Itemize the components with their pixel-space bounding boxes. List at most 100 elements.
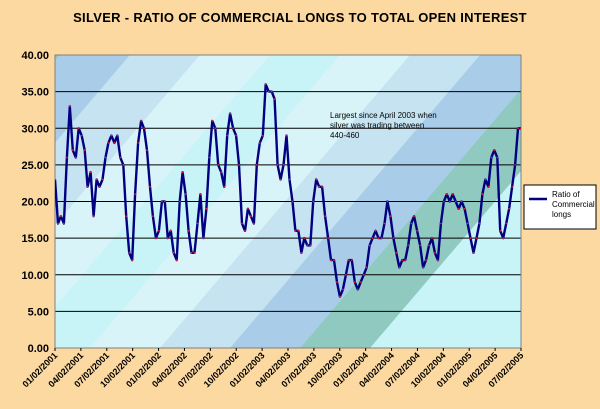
- data-point: [481, 193, 484, 196]
- data-point: [347, 259, 350, 261]
- data-point: [413, 215, 415, 218]
- data-point: [377, 237, 380, 240]
- data-point: [247, 207, 249, 210]
- data-point: [238, 164, 240, 166]
- data-point: [368, 244, 371, 247]
- data-point: [264, 83, 267, 86]
- data-point: [214, 127, 217, 130]
- data-point: [472, 251, 475, 254]
- data-point: [169, 229, 172, 232]
- data-point: [232, 127, 235, 130]
- data-point: [499, 229, 502, 232]
- chart-annotation: Largest since April 2003 when silver was …: [330, 111, 437, 140]
- data-point: [327, 237, 329, 240]
- data-point: [101, 178, 104, 181]
- data-point: [520, 127, 521, 130]
- data-point: [57, 222, 59, 225]
- data-point: [395, 251, 398, 254]
- data-point: [95, 178, 98, 181]
- data-point: [386, 200, 389, 203]
- data-point: [282, 164, 285, 166]
- data-point: [163, 200, 166, 203]
- legend-box: [523, 184, 597, 230]
- y-tick-label: 20.00: [21, 197, 49, 209]
- data-point: [484, 178, 487, 181]
- data-point: [104, 156, 107, 159]
- data-point: [68, 105, 71, 108]
- data-point: [193, 251, 196, 254]
- data-point: [128, 251, 131, 254]
- annotation-line: 440-460: [330, 131, 360, 140]
- data-point: [294, 229, 297, 232]
- data-point: [205, 207, 208, 210]
- data-point: [312, 200, 315, 203]
- data-point: [431, 237, 433, 240]
- data-point: [235, 134, 238, 137]
- data-point: [437, 259, 439, 261]
- data-point: [374, 229, 377, 232]
- data-point: [454, 200, 457, 203]
- data-point: [119, 156, 122, 159]
- data-point: [149, 185, 151, 188]
- annotation-line: Largest since April 2003 when: [330, 111, 437, 120]
- data-point: [80, 134, 83, 137]
- data-point: [279, 178, 282, 181]
- y-axis: 0.00 5.00 10.00 15.00 20.00 25.00 30.00 35.00 40…: [21, 50, 49, 355]
- data-point: [419, 244, 421, 247]
- data-point: [330, 259, 332, 261]
- data-point: [258, 142, 261, 144]
- data-point: [131, 259, 134, 261]
- data-point: [190, 251, 193, 254]
- data-point: [110, 134, 113, 137]
- data-point: [434, 251, 436, 254]
- data-point: [514, 164, 516, 166]
- legend-label: Ratio of Commercial longs: [552, 190, 595, 219]
- series-line: [55, 83, 521, 298]
- data-point: [63, 222, 65, 225]
- data-point: [350, 259, 353, 261]
- data-point: [440, 222, 442, 225]
- data-point: [134, 193, 137, 196]
- legend: Ratio of Commercial longs: [523, 184, 597, 230]
- data-point: [517, 127, 519, 130]
- data-point: [333, 259, 335, 261]
- data-point: [342, 288, 344, 291]
- data-point: [196, 222, 199, 225]
- data-point: [457, 207, 460, 210]
- data-point: [288, 178, 291, 181]
- y-tick-label: 15.00: [21, 233, 49, 245]
- data-point: [318, 185, 321, 188]
- data-point: [309, 244, 312, 247]
- data-point: [291, 200, 294, 203]
- data-point: [505, 222, 508, 225]
- data-point: [250, 215, 252, 218]
- series-layer: [55, 83, 521, 298]
- data-point: [113, 142, 116, 144]
- data-point: [267, 90, 270, 93]
- data-point: [285, 134, 288, 137]
- data-point: [116, 134, 119, 137]
- data-point: [398, 266, 401, 269]
- legend-label-line: Ratio of: [552, 190, 580, 199]
- data-point: [359, 281, 362, 283]
- data-point: [241, 222, 243, 225]
- data-point: [143, 127, 145, 130]
- y-tick-label: 25.00: [21, 160, 49, 172]
- data-point: [178, 200, 181, 203]
- data-point: [508, 207, 510, 210]
- data-point: [365, 266, 368, 269]
- data-point: [152, 215, 154, 218]
- data-point: [475, 237, 478, 240]
- data-point: [487, 185, 490, 188]
- data-point: [380, 237, 383, 240]
- y-tick-label: 30.00: [21, 123, 49, 135]
- data-point: [448, 200, 451, 203]
- data-point: [155, 237, 157, 240]
- annotation-line: silver was trading between: [330, 121, 424, 130]
- data-point: [463, 207, 466, 210]
- data-point: [137, 142, 140, 144]
- data-point: [273, 98, 276, 100]
- y-tick-label: 5.00: [28, 306, 49, 318]
- data-point: [172, 251, 175, 254]
- data-point: [425, 259, 427, 261]
